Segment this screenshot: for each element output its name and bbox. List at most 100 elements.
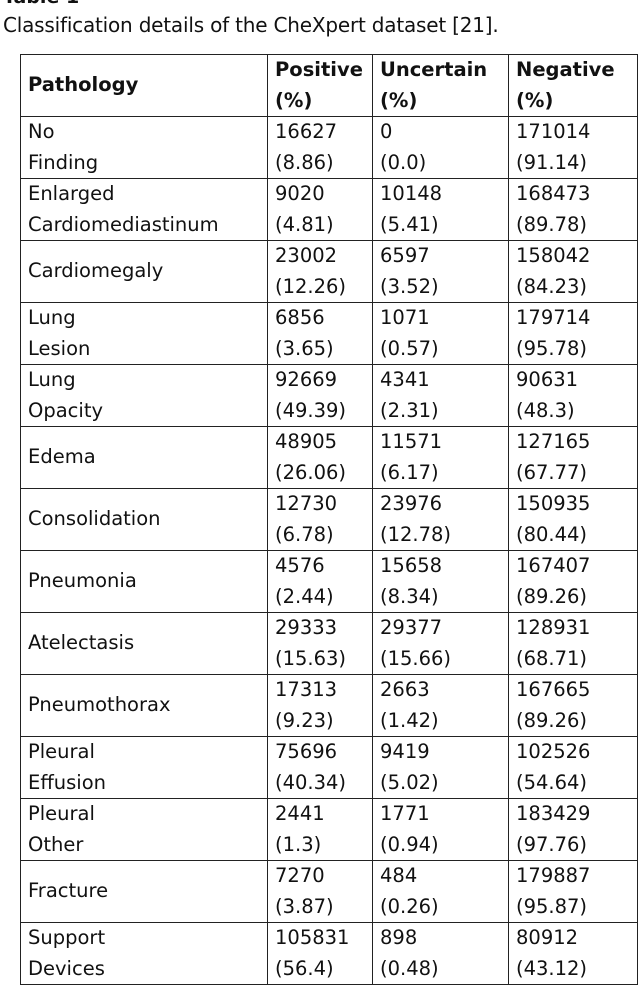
uncertain-percent: (6.17) (380, 460, 439, 484)
negative-percent: (54.64) (516, 770, 588, 794)
negative-percent: (68.71) (516, 646, 588, 670)
negative-cell: 179714 (95.78) (508, 302, 638, 365)
uncertain-cell: 1771 (0.94) (372, 798, 509, 861)
pathology-name: Cardiomediastinum (28, 212, 219, 236)
table-label: Table 1 (3, 0, 79, 8)
uncertain-percent: (0.57) (380, 336, 439, 360)
uncertain-percent: (2.31) (380, 398, 439, 422)
uncertain-count: 0 (380, 120, 393, 143)
table-row: Support Devices 105831 (56.4) 898 (0.48) 80912… (20, 922, 638, 985)
negative-count: 128931 (516, 616, 591, 639)
pathology-cell: No Finding (20, 116, 268, 179)
table-row: Fracture 7270 (3.87) 484 (0.26) 179887 (95.87) (20, 860, 638, 923)
pathology-name: Enlarged (28, 182, 115, 205)
pathology-name: Lesion (28, 336, 91, 360)
positive-cell: 9020 (4.81) (267, 178, 373, 241)
negative-percent: (67.77) (516, 460, 588, 484)
pathology-name: Edema (28, 445, 96, 469)
negative-count: 167407 (516, 554, 591, 577)
positive-percent: (6.78) (275, 522, 334, 546)
header-negative-label: Negative (516, 58, 615, 81)
positive-count: 2441 (275, 802, 325, 825)
positive-count: 75696 (275, 740, 338, 763)
pathology-name: Pleural (28, 802, 95, 825)
positive-percent: (3.65) (275, 336, 334, 360)
negative-percent: (97.76) (516, 832, 588, 856)
header-row: Pathology Positive (%) Uncertain (%) Neg… (20, 54, 638, 117)
uncertain-cell: 6597 (3.52) (372, 240, 509, 303)
table-row: Pleural Other 2441 (1.3) 1771 (0.94) 183429 (97… (20, 798, 638, 861)
uncertain-percent: (12.78) (380, 522, 452, 546)
uncertain-count: 23976 (380, 492, 443, 515)
positive-count: 12730 (275, 492, 338, 515)
positive-count: 92669 (275, 368, 338, 391)
negative-count: 183429 (516, 802, 591, 825)
table-row: Pneumonia 4576 (2.44) 15658 (8.34) 167407 (89.… (20, 550, 638, 613)
negative-cell: 183429 (97.76) (508, 798, 638, 861)
uncertain-cell: 29377 (15.66) (372, 612, 509, 675)
uncertain-count: 10148 (380, 182, 443, 205)
negative-cell: 102526 (54.64) (508, 736, 638, 799)
positive-cell: 16627 (8.86) (267, 116, 373, 179)
table-caption: Classification details of the CheXpert d… (3, 13, 499, 37)
positive-cell: 48905 (26.06) (267, 426, 373, 489)
negative-percent: (80.44) (516, 522, 588, 546)
pathology-name: Finding (28, 150, 99, 174)
negative-percent: (84.23) (516, 274, 588, 298)
positive-percent: (2.44) (275, 584, 334, 608)
negative-count: 127165 (516, 430, 591, 453)
table-row: Pneumothorax 17313 (9.23) 2663 (1.42) 167665 (… (20, 674, 638, 737)
uncertain-cell: 11571 (6.17) (372, 426, 509, 489)
uncertain-count: 29377 (380, 616, 443, 639)
header-positive: Positive (%) (267, 54, 373, 117)
negative-count: 150935 (516, 492, 591, 515)
pathology-name: Lung (28, 368, 76, 391)
pathology-name: Atelectasis (28, 631, 135, 655)
positive-percent: (3.87) (275, 894, 334, 918)
uncertain-cell: 2663 (1.42) (372, 674, 509, 737)
positive-cell: 4576 (2.44) (267, 550, 373, 613)
uncertain-count: 1771 (380, 802, 430, 825)
negative-count: 171014 (516, 120, 591, 143)
pathology-cell: Edema (20, 426, 268, 489)
negative-count: 80912 (516, 926, 579, 949)
table-row: Lung Opacity 92669 (49.39) 4341 (2.31) 90631 (4… (20, 364, 638, 427)
positive-percent: (40.34) (275, 770, 347, 794)
positive-percent: (12.26) (275, 274, 347, 298)
uncertain-percent: (5.41) (380, 212, 439, 236)
negative-percent: (43.12) (516, 956, 588, 980)
header-uncertain-unit: (%) (380, 88, 418, 112)
negative-percent: (89.26) (516, 584, 588, 608)
negative-count: 90631 (516, 368, 579, 391)
positive-percent: (49.39) (275, 398, 347, 422)
uncertain-cell: 4341 (2.31) (372, 364, 509, 427)
uncertain-count: 2663 (380, 678, 430, 701)
uncertain-count: 6597 (380, 244, 430, 267)
table-row: Edema 48905 (26.06) 11571 (6.17) 127165 (67.77… (20, 426, 638, 489)
uncertain-cell: 10148 (5.41) (372, 178, 509, 241)
table-row: Pleural Effusion 75696 (40.34) 9419 (5.02) 102… (20, 736, 638, 799)
positive-cell: 12730 (6.78) (267, 488, 373, 551)
pathology-cell: Lung Opacity (20, 364, 268, 427)
negative-count: 168473 (516, 182, 591, 205)
header-positive-unit: (%) (275, 88, 313, 112)
uncertain-cell: 484 (0.26) (372, 860, 509, 923)
negative-percent: (95.87) (516, 894, 588, 918)
uncertain-count: 898 (380, 926, 418, 949)
positive-cell: 29333 (15.63) (267, 612, 373, 675)
uncertain-cell: 0 (0.0) (372, 116, 509, 179)
table-row: Cardiomegaly 23002 (12.26) 6597 (3.52) 158042… (20, 240, 638, 303)
table-row: Consolidation 12730 (6.78) 23976 (12.78) 1509… (20, 488, 638, 551)
header-uncertain: Uncertain (%) (372, 54, 509, 117)
positive-count: 17313 (275, 678, 338, 701)
pathology-cell: Pneumothorax (20, 674, 268, 737)
negative-cell: 179887 (95.87) (508, 860, 638, 923)
pathology-name: Pneumothorax (28, 693, 171, 717)
pathology-name: Other (28, 832, 84, 856)
uncertain-percent: (3.52) (380, 274, 439, 298)
uncertain-count: 11571 (380, 430, 443, 453)
pathology-name: Fracture (28, 879, 109, 903)
uncertain-percent: (0.48) (380, 956, 439, 980)
negative-cell: 80912 (43.12) (508, 922, 638, 985)
uncertain-count: 484 (380, 864, 418, 887)
